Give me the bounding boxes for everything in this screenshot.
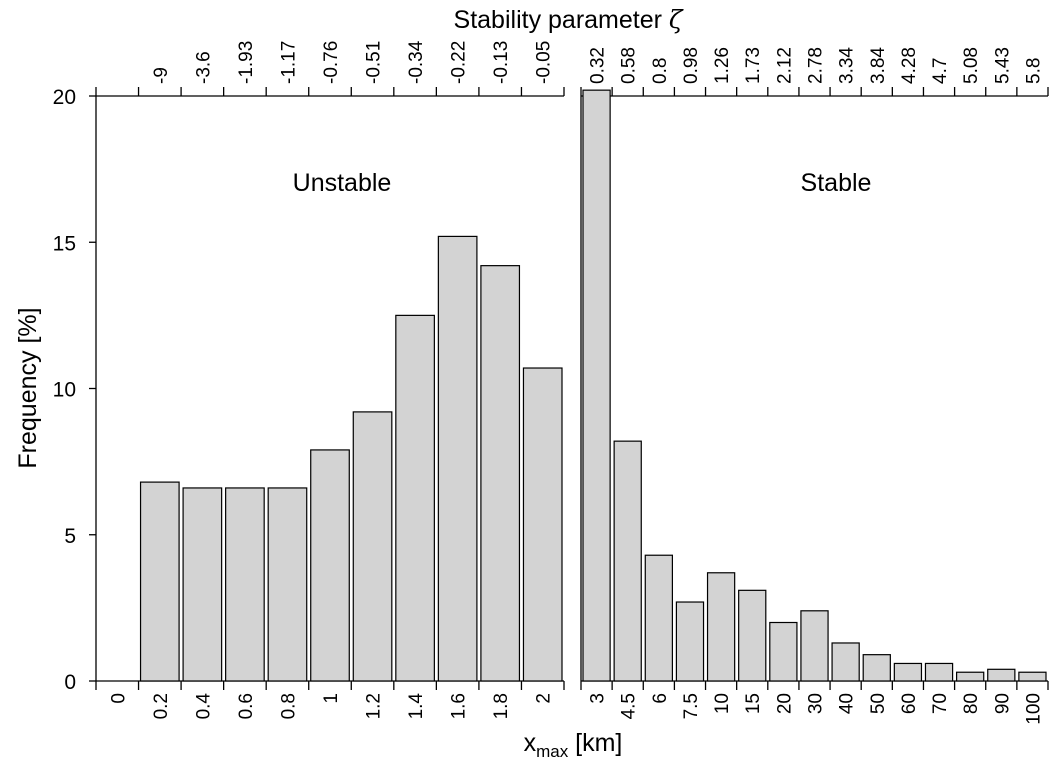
top-stability-label: 4.28 (899, 47, 920, 84)
x-category-label: 10 (712, 693, 733, 714)
top-stability-label: 1.26 (712, 47, 733, 84)
bar (225, 487, 265, 682)
x-category-label: 4.5 (619, 693, 640, 719)
x-category-label: 1.2 (364, 693, 385, 719)
y-tick-label: 10 (53, 379, 76, 402)
bar (800, 610, 829, 682)
x-category-label: 0.2 (151, 693, 172, 719)
y-tick-label: 0 (64, 671, 76, 694)
bar (862, 654, 891, 682)
x-category-label: 70 (930, 693, 951, 714)
bar (955, 671, 985, 682)
bar (831, 642, 860, 682)
top-stability-label: 0.98 (681, 47, 702, 84)
top-stability-label: -0.76 (321, 41, 342, 84)
x-category-label: 50 (868, 693, 889, 714)
x-category-label: 1.8 (491, 693, 512, 719)
y-tick-label: 15 (53, 232, 76, 255)
top-stability-label: 0.8 (650, 58, 671, 84)
top-stability-label: -1.93 (236, 41, 257, 84)
top-stability-label: -3.6 (193, 51, 214, 84)
bar (352, 411, 393, 682)
x-category-label: 3 (588, 693, 609, 704)
y-axis-label: Frequency [%] (14, 307, 42, 468)
bar (522, 367, 563, 682)
x-category-label: 1.4 (406, 693, 427, 720)
top-stability-label: 4.7 (930, 58, 951, 84)
x-category-label: 0.6 (236, 693, 257, 719)
top-stability-label: 3.34 (837, 47, 858, 84)
top-stability-label: -0.22 (449, 41, 470, 84)
bar (182, 487, 223, 682)
bar (675, 601, 705, 682)
plot-area: 0 5 10 15 20 0 0.2 0.4 0.6 0.8 1 1.2 1.4 1.6 1.8 2 -9 -3.… (53, 40, 1049, 725)
bar (395, 314, 435, 682)
top-stability-label: -0.51 (364, 41, 385, 84)
top-stability-label: -1.17 (278, 41, 299, 84)
top-stability-label: 1.73 (743, 47, 764, 84)
x-category-label: 1 (321, 693, 342, 704)
bar (1018, 671, 1047, 682)
top-stability-label: 5.08 (961, 47, 982, 84)
bar (893, 662, 923, 682)
panel-label: Unstable (293, 169, 392, 197)
x-category-label: 0.4 (193, 693, 214, 720)
top-stability-label: 2.78 (806, 47, 827, 84)
bar (437, 235, 478, 682)
x-category-label: 100 (1023, 693, 1044, 725)
top-stability-label: 0.32 (588, 47, 609, 84)
bar (987, 668, 1016, 682)
top-stability-label: -9 (151, 67, 172, 84)
y-tick-label: 5 (64, 525, 76, 548)
bar (644, 554, 673, 682)
top-stability-label: 2.12 (774, 47, 795, 84)
x-category-label: 80 (961, 693, 982, 714)
x-axis-label: xmax [km] (524, 729, 623, 761)
x-category-label: 15 (743, 693, 764, 714)
top-stability-label: -0.34 (406, 40, 427, 84)
top-stability-label: 3.84 (868, 47, 889, 84)
bar (706, 572, 736, 682)
x-category-label: 20 (774, 693, 795, 714)
top-stability-label: 5.8 (1023, 58, 1044, 84)
x-category-label: 90 (992, 693, 1013, 714)
bar (769, 621, 798, 682)
y-tick-label: 20 (53, 86, 76, 109)
bar (582, 89, 611, 682)
top-axis-title: Stability parameter ζ (454, 5, 684, 34)
bar (924, 662, 954, 682)
bar (139, 481, 180, 682)
x-category-label: 60 (899, 693, 920, 714)
panel-label: Stable (801, 169, 872, 197)
top-stability-label: -0.05 (534, 41, 555, 84)
x-category-label: 40 (837, 693, 858, 714)
x-category-label: 0.8 (278, 693, 299, 719)
top-stability-label: 5.43 (992, 47, 1013, 84)
x-category-label: 2 (534, 693, 555, 704)
x-category-label: 6 (650, 693, 671, 704)
bar (613, 440, 642, 682)
x-category-label: 0 (108, 693, 129, 704)
bar (738, 589, 767, 682)
x-category-label: 30 (806, 693, 827, 714)
top-stability-label: 0.58 (619, 47, 640, 84)
x-category-label: 1.6 (449, 693, 470, 719)
top-stability-label: -0.13 (491, 41, 512, 84)
bar (310, 449, 350, 682)
x-category-label: 7.5 (681, 693, 702, 719)
bar (480, 265, 521, 682)
bar (267, 487, 308, 682)
